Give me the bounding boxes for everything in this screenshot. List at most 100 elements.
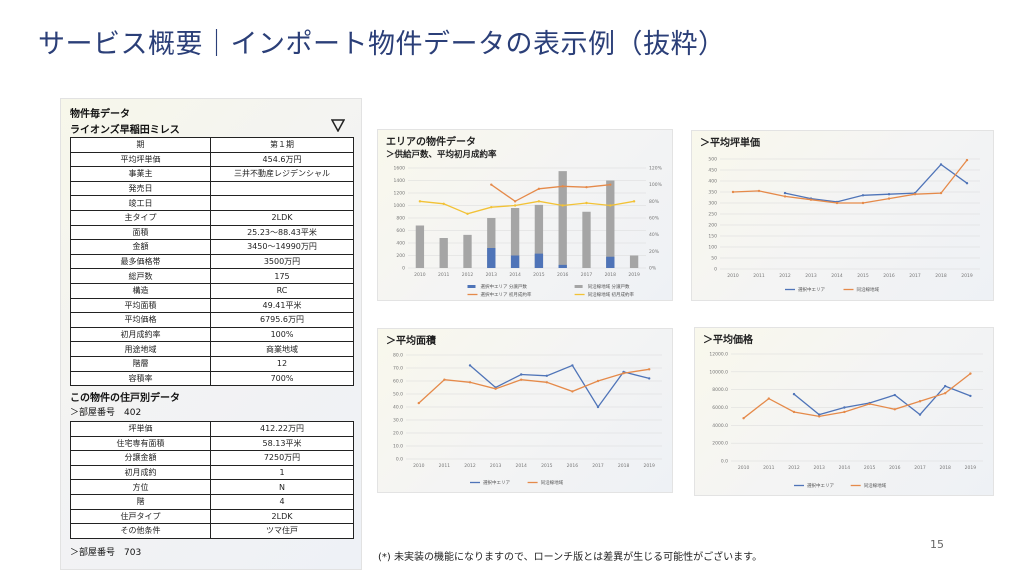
y-tick-label: 20.0 [393,431,403,437]
data-point [545,381,548,384]
property-label: 主タイプ [70,209,211,226]
data-point [792,392,796,396]
data-point [843,410,846,414]
unit-row: 方位 N [70,479,354,495]
x-tick-label: 2017 [592,463,604,469]
property-value: RC [210,282,354,299]
y-tick-label: 400 [708,179,717,185]
x-tick-label: 2010 [414,272,426,278]
bar [534,253,544,268]
data-point [742,417,745,420]
bar [534,204,544,268]
y-tick-label: 10.0 [393,444,403,450]
y-tick-label: 300 [708,201,717,207]
property-value [210,180,354,197]
x-tick-label: 2010 [727,273,739,279]
data-point [809,198,813,201]
data-point [596,405,600,409]
property-label: 面積 [70,224,211,241]
property-row: 平均価格 6795.6万円 [70,312,354,328]
legend-label: 同沿線地域 分譲戸数 [588,283,630,290]
x-tick-label: 2015 [857,273,869,279]
property-value: 2LDK [210,209,354,226]
data-point [513,204,517,207]
bar [606,180,615,268]
y-tick-label: 70.0 [393,366,403,372]
unit-price-chart-card: ＞平均坪単価 0 50 100 150 200 250 300 350 400 450 500 201… [691,130,994,301]
data-point [494,387,497,390]
property-name: ライオンズ早稲田ミレス [70,125,180,136]
unit-value: 1 [210,464,354,481]
y-tick-label: 100 [708,245,717,251]
y-tick-label: 10000.0 [709,369,728,375]
data-point [648,377,651,380]
x-tick-label: 2011 [763,465,775,471]
x-tick-label: 2016 [567,463,579,469]
slide-title: サービス概要｜インポート物件データの表示例（抜粋） [38,29,726,60]
bar [487,248,496,268]
data-point [545,374,548,377]
unit-label: 坪単価 [70,421,211,437]
property-label: 初月成約率 [70,326,211,343]
data-point [939,163,943,166]
x-tick-label: 2016 [889,465,901,471]
x-tick-label: 2015 [541,463,553,469]
x-tick-label: 2019 [961,273,973,279]
data-point [648,368,651,371]
property-value: 6795.6万円 [210,312,354,328]
property-value: 第１期 [210,137,354,153]
data-point [622,372,625,375]
price-chart-card: ＞平均価格 0.0 2000.0 4000.0 6000.0 8000.0 10000.0… [694,327,994,496]
data-point [969,372,972,375]
property-row: 初月成約率 100% [70,326,354,343]
y-tick-label: 350 [708,190,717,196]
unit-label: 住戸タイプ [70,508,211,525]
property-row: 平均面積 49.41平米 [70,297,354,314]
unit-row: 住戸タイプ 2LDK [70,508,354,525]
y-tick-label: 1600 [394,166,406,172]
area-chart-title: エリアの物件データ [386,137,476,148]
legend-label: 同沿線地域 [864,482,887,489]
data-point [585,201,588,205]
triangle-down-icon[interactable] [331,119,345,132]
y2-tick-label: 80% [649,199,660,205]
data-point [969,394,972,398]
footnote: (*) 未実装の機能になりますので、ローンチ版とは差異が生じる可能性がございます… [378,552,763,563]
unit-value: 58.13平米 [210,435,354,452]
y2-tick-label: 0% [649,266,657,272]
x-tick-label: 2019 [628,272,640,278]
y-tick-label: 500 [708,157,717,163]
data-point [490,183,493,186]
y2-tick-label: 120% [649,166,663,172]
x-tick-label: 2018 [605,272,617,278]
unit-value: 412.22万円 [210,421,354,437]
property-value: 454.6万円 [210,151,354,168]
data-point [944,384,947,388]
property-value: 3500万円 [210,253,354,270]
bar [415,225,425,268]
room-number-label: ＞部屋番号 402 [70,408,142,418]
x-tick-label: 2016 [883,273,895,279]
x-tick-label: 2012 [464,463,476,469]
x-tick-label: 2012 [779,273,791,279]
data-point [609,204,612,207]
data-point [835,201,839,205]
property-value: 3450〜14990万円 [210,239,354,255]
y2-tick-label: 100% [649,182,663,188]
property-label: 総戸数 [70,268,211,284]
legend-label: 選択中エリア [483,479,510,486]
bar [510,208,520,268]
data-point [818,413,821,416]
data-point [442,202,445,206]
bar [463,234,472,268]
area-chart-card: エリアの物件データ ＞供給戸数、平均初月成約率 0 200 400 600 800 100… [377,129,673,301]
area-size-chart-title: ＞平均面積 [386,336,436,347]
y-tick-label: 6000.0 [712,405,728,411]
data-point [918,400,922,403]
area-chart: 0 200 400 600 800 1000 1200 1400 1600 0% 20% 40% 60%… [394,166,663,299]
property-label: 金額 [70,239,211,255]
data-point [965,182,969,185]
y-tick-label: 60.0 [393,379,403,385]
property-table: 期第１期 平均坪単価 454.6万円 事業主 三井不動産レジデンシャル 発売日 竣工日 主タイ… [70,137,354,387]
series-line [732,159,968,204]
